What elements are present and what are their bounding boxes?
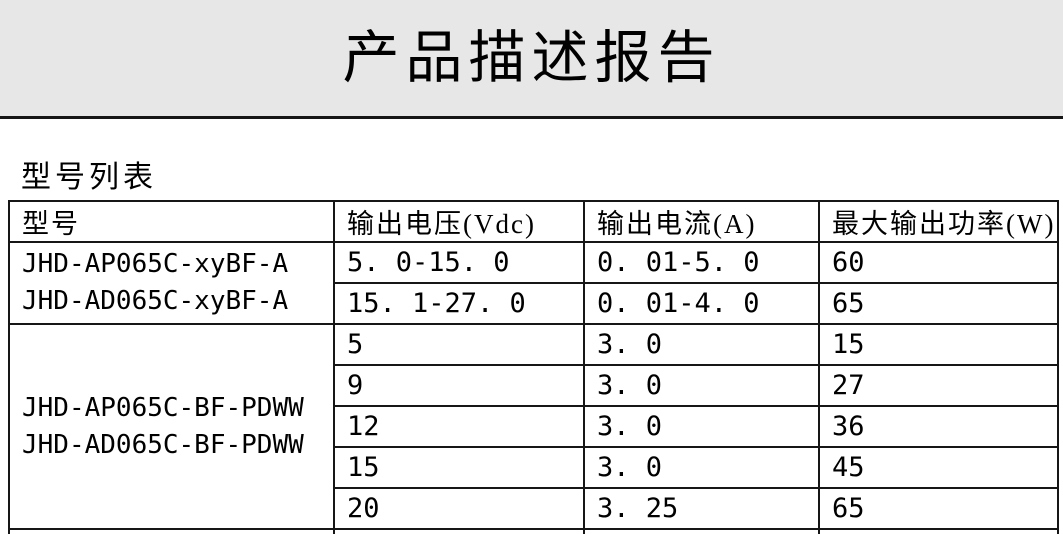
voltage-cell: 5 [333,323,585,366]
model-table: 型号 输出电压(Vdc) 输出电流(A) 最大输出功率(W) JHD-AP065… [8,200,1059,534]
table-row: 20 3. 25 65 [9,487,1059,530]
current-cell: 3. 25 [583,487,820,530]
power-cell: 15 [818,323,1059,366]
table-row: 15. 1-27. 0 0. 01-4. 0 65 [9,282,1059,325]
report-title: 产品描述报告 [342,27,721,90]
model-name: JHD-AP065C-xyBF-A [22,249,289,279]
voltage-cell: 15. 1-27. 0 [333,282,585,325]
col-header-current: 输出电流(A) [583,200,820,243]
current-cell: 3. 0 [583,446,820,489]
table-row: JHD-AP065C-BF-PDWW JHD-AD065C-BF-PDWW 5 3. … [8,323,1059,530]
power-cell: 36 [818,405,1059,448]
model-cell: JHD-AP065C-xyBF-A JHD-AD065C-xyBF-A [8,241,335,325]
table-header-row: 型号 输出电压(Vdc) 输出电流(A) 最大输出功率(W) [8,200,1059,243]
section-label: 型号列表 [21,161,157,194]
empty-cell [583,528,820,534]
current-cell: 3. 0 [583,405,820,448]
table-row: 15 3. 0 45 [9,446,1059,489]
col-header-power: 最大输出功率(W) [818,200,1059,243]
report-header-band: 产品描述报告 [0,0,1063,119]
model-name: JHD-AP065C-BF-PDWW [22,392,304,423]
col-header-model: 型号 [8,200,335,243]
table-row: 12 3. 0 36 [9,405,1059,448]
current-cell: 3. 0 [583,364,820,407]
current-cell: 0. 01-5. 0 [583,241,820,284]
table-row: JHD-AP065C-xyBF-A JHD-AD065C-xyBF-A 5. 0-1… [8,241,1059,325]
voltage-cell: 15 [333,446,585,489]
voltage-cell: 9 [333,364,585,407]
empty-cell [818,528,1059,534]
power-cell: 65 [818,282,1059,325]
table-row-partial [8,528,1059,534]
empty-cell [333,528,585,534]
model-name: JHD-AD065C-xyBF-A [22,286,289,316]
current-cell: 3. 0 [583,323,820,366]
power-cell: 65 [818,487,1059,530]
power-cell: 45 [818,446,1059,489]
voltage-cell: 20 [333,487,585,530]
power-cell: 27 [818,364,1059,407]
current-cell: 0. 01-4. 0 [583,282,820,325]
power-cell: 60 [818,241,1059,284]
voltage-cell: 5. 0-15. 0 [333,241,585,284]
empty-cell [8,528,335,534]
table-row: 9 3. 0 27 [9,364,1059,407]
model-name: JHD-AD065C-BF-PDWW [22,429,304,460]
voltage-cell: 12 [333,405,585,448]
col-header-voltage: 输出电压(Vdc) [333,200,585,243]
model-cell: JHD-AP065C-BF-PDWW JHD-AD065C-BF-PDWW [8,323,335,530]
